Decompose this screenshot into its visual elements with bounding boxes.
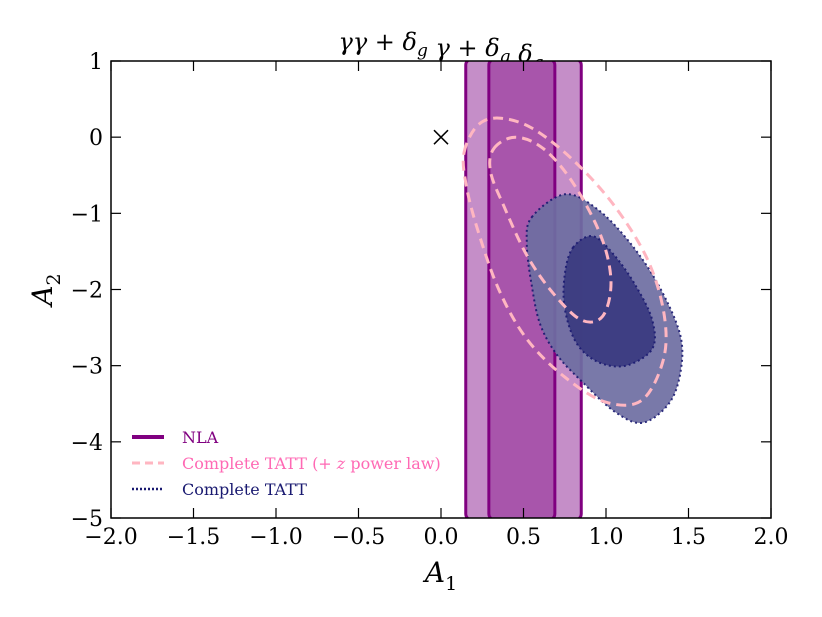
x-tick-label: 1.0 — [589, 525, 624, 550]
legend-label: Complete TATT — [182, 480, 307, 499]
tatt-z-contour-68 — [488, 135, 613, 324]
x-tick-label: 2.0 — [754, 525, 789, 550]
x-tick-label: 0.0 — [424, 525, 459, 550]
axis-labels: A1 A2 — [26, 273, 457, 595]
x-axis: −2.0 −1.5 −1.0 −0.5 0.0 0.5 1.0 1.5 2.0 — [84, 61, 789, 550]
contour-layer — [433, 61, 684, 518]
marker-stroke — [433, 129, 449, 145]
y-tick-label: 0 — [89, 126, 103, 151]
plot-border — [110, 60, 772, 519]
x-axis-label: A1 — [422, 556, 457, 595]
y-tick-label: −4 — [71, 431, 103, 456]
y-tick-label: −2 — [71, 279, 103, 304]
x-tick-label: −2.0 — [84, 525, 137, 550]
x-tick-label: 1.5 — [671, 525, 706, 550]
legend-label: NLA — [182, 428, 219, 447]
x-tick-label: 0.5 — [506, 525, 541, 550]
x-tick-label: −1.5 — [167, 525, 220, 550]
y-tick-label: 1 — [89, 50, 103, 75]
y-axis-label: A2 — [26, 273, 65, 308]
fiducial-marker — [433, 129, 449, 145]
x-tick-label: −1.0 — [249, 525, 302, 550]
y-tick-label: −3 — [71, 355, 103, 380]
legend-item: NLA — [132, 428, 219, 447]
legend: NLA Complete TATT (+ z power law) Complete… — [132, 428, 441, 499]
x-tick-label: −0.5 — [332, 525, 385, 550]
y-tick-label: −1 — [71, 202, 103, 227]
legend-label: Complete TATT (+ z power law) — [182, 454, 441, 473]
legend-item: Complete TATT — [132, 480, 307, 499]
y-axis: 1 0 −1 −2 −3 −4 −5 — [71, 50, 771, 532]
plot-frame — [110, 60, 772, 519]
y-tick-label: −5 — [71, 507, 103, 532]
legend-item: Complete TATT (+ z power law) — [132, 454, 441, 473]
